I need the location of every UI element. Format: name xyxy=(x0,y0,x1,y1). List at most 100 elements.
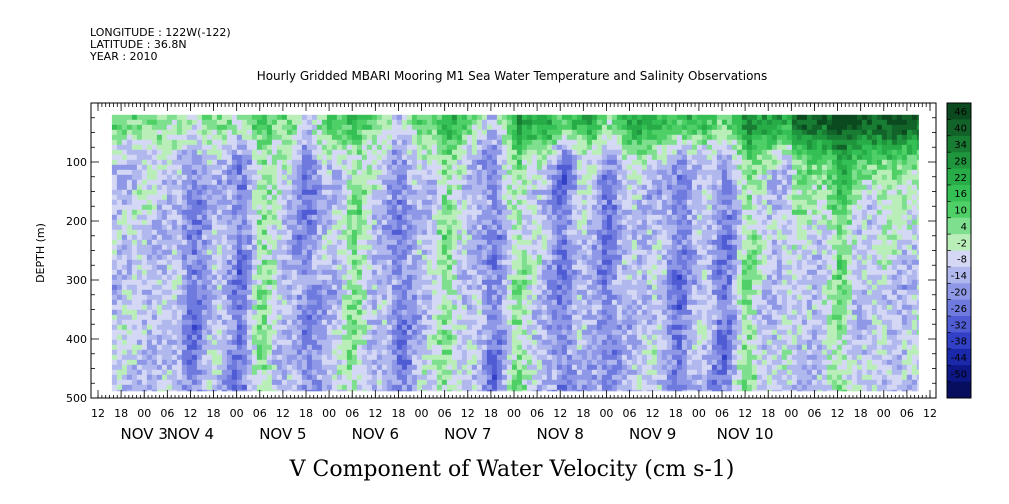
heatmap-cell xyxy=(236,189,243,196)
heatmap-cell xyxy=(111,184,118,191)
heatmap-cell xyxy=(346,169,353,176)
heatmap-cell xyxy=(156,234,163,241)
heatmap-cell xyxy=(436,339,443,346)
heatmap-cell xyxy=(501,144,508,151)
heatmap-cell xyxy=(476,179,483,186)
heatmap-cell xyxy=(331,304,338,311)
heatmap-cell xyxy=(446,369,453,376)
heatmap-cell xyxy=(461,324,468,331)
heatmap-cell xyxy=(476,379,483,386)
heatmap-cell xyxy=(256,164,263,171)
heatmap-cell xyxy=(166,229,173,236)
heatmap-cell xyxy=(161,164,168,171)
heatmap-cell xyxy=(256,139,263,146)
heatmap-cell xyxy=(551,129,558,136)
heatmap-cell xyxy=(416,119,423,126)
heatmap-cell xyxy=(276,204,283,211)
heatmap-cell xyxy=(406,384,413,391)
heatmap-cell xyxy=(146,389,153,392)
heatmap-cell xyxy=(321,289,328,296)
heatmap-cell xyxy=(146,199,153,206)
heatmap-cell xyxy=(196,344,203,351)
heatmap-cell xyxy=(386,364,393,371)
heatmap-cell xyxy=(286,249,293,256)
heatmap-cell xyxy=(536,324,543,331)
heatmap-cell xyxy=(126,284,133,291)
heatmap-cell xyxy=(386,254,393,261)
heatmap-cell xyxy=(496,229,503,236)
heatmap-cell xyxy=(521,344,528,351)
heatmap-cell xyxy=(446,334,453,341)
heatmap-cell xyxy=(396,359,403,366)
heatmap-cell xyxy=(516,214,523,221)
heatmap-cell xyxy=(466,169,473,176)
heatmap-cell xyxy=(261,314,268,321)
heatmap-cell xyxy=(531,134,538,141)
heatmap-cell xyxy=(241,239,248,246)
heatmap-cell xyxy=(226,334,233,341)
heatmap-cell xyxy=(511,219,518,226)
heatmap-cell xyxy=(271,174,278,181)
heatmap-cell xyxy=(171,354,178,361)
heatmap-cell xyxy=(466,324,473,331)
heatmap-cell xyxy=(541,389,548,392)
heatmap-cell xyxy=(261,254,268,261)
heatmap-cell xyxy=(191,214,198,221)
heatmap-cell xyxy=(146,174,153,181)
heatmap-cell xyxy=(296,329,303,336)
heatmap-cell xyxy=(516,274,523,281)
heatmap-cell xyxy=(161,134,168,141)
heatmap-cell xyxy=(381,279,388,286)
heatmap-cell xyxy=(156,139,163,146)
heatmap-cell xyxy=(341,124,348,131)
heatmap-cell xyxy=(316,344,323,351)
heatmap-cell xyxy=(296,144,303,151)
heatmap-cell xyxy=(311,209,318,216)
heatmap-cell xyxy=(266,184,273,191)
heatmap-cell xyxy=(511,199,518,206)
heatmap-cell xyxy=(496,279,503,286)
heatmap-cell xyxy=(161,169,168,176)
heatmap-cell xyxy=(256,179,263,186)
heatmap-cell xyxy=(111,384,118,391)
heatmap-cell xyxy=(321,379,328,386)
heatmap-cell xyxy=(306,314,313,321)
heatmap-cell xyxy=(286,284,293,291)
heatmap-cell xyxy=(276,239,283,246)
heatmap-cell xyxy=(316,369,323,376)
heatmap-cell xyxy=(116,279,123,286)
heatmap-cell xyxy=(406,244,413,251)
heatmap-cell xyxy=(331,119,338,126)
heatmap-cell xyxy=(366,174,373,181)
heatmap-cell xyxy=(431,384,438,391)
heatmap-cell xyxy=(171,234,178,241)
heatmap-cell xyxy=(476,124,483,131)
year-label: YEAR : 2010 xyxy=(89,50,158,63)
heatmap-cell xyxy=(306,339,313,346)
heatmap-cell xyxy=(146,349,153,356)
heatmap-cell xyxy=(111,149,118,156)
heatmap-cell xyxy=(351,149,358,156)
heatmap-cell xyxy=(166,304,173,311)
heatmap-cell xyxy=(261,369,268,376)
heatmap-cell xyxy=(486,374,493,381)
heatmap-cell xyxy=(256,124,263,131)
heatmap-cell xyxy=(276,374,283,381)
heatmap-cell xyxy=(206,274,213,281)
heatmap-cell xyxy=(276,209,283,216)
heatmap-cell xyxy=(211,154,218,161)
heatmap-cell xyxy=(516,244,523,251)
heatmap-cell xyxy=(346,224,353,231)
heatmap-cell xyxy=(186,279,193,286)
heatmap-cell xyxy=(486,239,493,246)
heatmap-cell xyxy=(181,324,188,331)
heatmap-cell xyxy=(206,164,213,171)
heatmap-cell xyxy=(541,194,548,201)
heatmap-cell xyxy=(421,294,428,301)
heatmap-cell xyxy=(136,214,143,221)
heatmap-cell xyxy=(216,324,223,331)
heatmap-cell xyxy=(151,259,158,266)
heatmap-cell xyxy=(486,259,493,266)
heatmap-cell xyxy=(306,124,313,131)
heatmap-cell xyxy=(436,229,443,236)
